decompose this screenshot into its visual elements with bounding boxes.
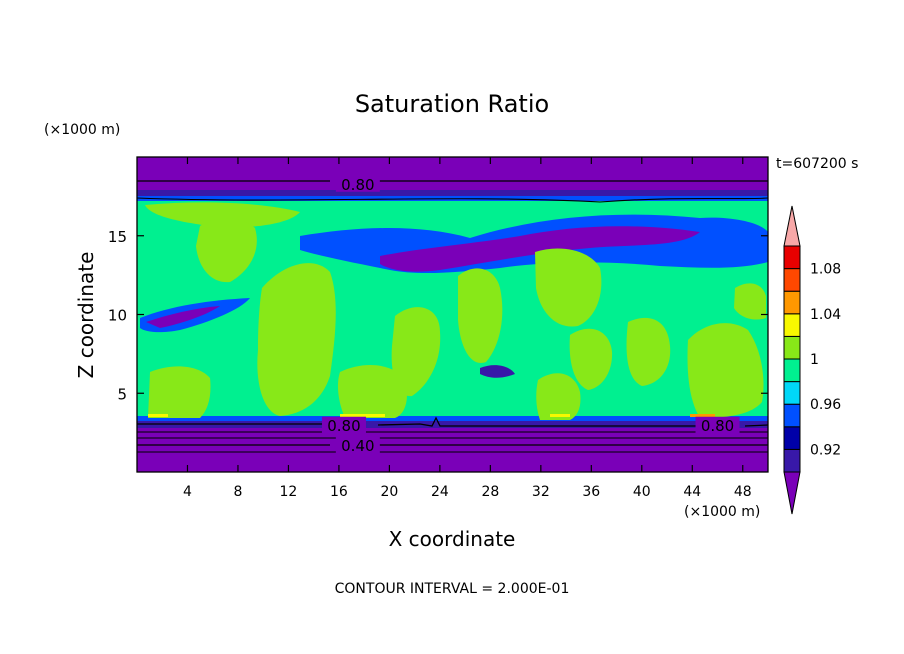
contour-label: 0.80 bbox=[701, 417, 734, 435]
x-tick-label: 16 bbox=[330, 484, 348, 500]
colorbar-label: 1 bbox=[810, 352, 819, 368]
x-tick-label: 36 bbox=[582, 484, 600, 500]
x-tick-label: 4 bbox=[183, 484, 192, 500]
contour-label-bg bbox=[321, 416, 366, 433]
y-tick-label: 5 bbox=[117, 385, 127, 403]
contour-label-bg bbox=[695, 416, 740, 433]
colorbar-labels: 1.08 1.04 1 0.96 0.92 bbox=[810, 262, 841, 459]
x-tick-label: 28 bbox=[481, 484, 499, 500]
colorbar-segment bbox=[783, 290, 801, 315]
x-tick-label: 24 bbox=[431, 484, 449, 500]
moist-cloud-4 bbox=[257, 263, 336, 416]
contour-interval-note: CONTOUR INTERVAL = 2.000E-01 bbox=[335, 581, 570, 597]
supersaturated-strip-2 bbox=[550, 414, 570, 417]
x-tick-label: 44 bbox=[683, 484, 701, 500]
y-axis-label: Z coordinate bbox=[74, 252, 98, 379]
y-tick-label: 10 bbox=[108, 307, 127, 325]
contour-line-upper-2 bbox=[137, 197, 768, 203]
contour-label-bg bbox=[335, 175, 380, 192]
moist-cloud-5 bbox=[337, 365, 407, 418]
supersaturated-strip-4 bbox=[148, 414, 168, 417]
colorbar-max-arrow bbox=[783, 205, 801, 247]
x-tick-label: 32 bbox=[532, 484, 550, 500]
contour-label: 0.40 bbox=[341, 437, 374, 455]
y-axis-ticks: 5 10 15 bbox=[108, 228, 768, 403]
x-tick-label: 20 bbox=[380, 484, 398, 500]
colorbar-segment bbox=[783, 313, 801, 337]
colorbar bbox=[783, 205, 801, 515]
colorbar-label: 0.96 bbox=[810, 397, 841, 413]
colorbar-segment bbox=[783, 448, 801, 473]
colorbar-segment bbox=[783, 358, 801, 383]
moist-cloud-9 bbox=[536, 373, 581, 420]
x-tick-label: 12 bbox=[280, 484, 298, 500]
moist-cloud-11 bbox=[626, 317, 671, 386]
colorbar-segment bbox=[783, 403, 801, 428]
supersaturated-strip-3 bbox=[690, 414, 715, 417]
dry-patch-left-core bbox=[146, 306, 220, 328]
colorbar-label: 1.04 bbox=[810, 307, 841, 323]
colorbar-min-arrow bbox=[783, 471, 801, 515]
colorbar-segment bbox=[783, 335, 801, 360]
contour-labels: 0.80 0.80 0.80 0.40 bbox=[321, 175, 740, 455]
colorbar-segment bbox=[783, 245, 801, 270]
colorbar-label: 1.08 bbox=[810, 262, 841, 278]
supersaturated-strip-1 bbox=[340, 414, 385, 417]
dry-region-core bbox=[380, 226, 700, 272]
moist-cloud-1 bbox=[145, 202, 300, 228]
dry-patch-mid bbox=[480, 365, 515, 378]
time-label: t=607200 s bbox=[776, 156, 858, 172]
x-tick-label: 48 bbox=[734, 484, 752, 500]
colorbar-segment bbox=[783, 381, 801, 405]
lower-blue-edge bbox=[137, 416, 768, 421]
upper-dark-band bbox=[137, 190, 768, 198]
x-tick-label: 40 bbox=[633, 484, 651, 500]
moist-cloud-3 bbox=[148, 366, 211, 418]
y-axis-unit: (×1000 m) bbox=[44, 122, 120, 138]
x-axis-unit: (×1000 m) bbox=[684, 504, 760, 520]
moist-cloud-8 bbox=[535, 248, 602, 327]
colorbar-segment bbox=[783, 268, 801, 292]
x-tick-label: 8 bbox=[233, 484, 242, 500]
contour-label-bg bbox=[335, 437, 380, 454]
moist-cloud-7 bbox=[458, 268, 503, 363]
colorbar-segment bbox=[783, 426, 801, 450]
x-axis-label: X coordinate bbox=[389, 527, 516, 551]
chart-title: Saturation Ratio bbox=[355, 90, 549, 118]
moist-cloud-10 bbox=[569, 328, 613, 390]
colorbar-label: 0.92 bbox=[810, 442, 841, 458]
moist-cloud-6 bbox=[391, 307, 441, 397]
moist-cloud-12 bbox=[687, 323, 764, 418]
contour-label: 0.80 bbox=[341, 176, 374, 194]
contour-label: 0.80 bbox=[327, 417, 360, 435]
x-axis-ticks: 4 8 12 16 20 24 28 32 36 40 44 48 bbox=[183, 157, 752, 500]
moist-cloud-13 bbox=[734, 283, 766, 320]
contour-line-lower-3 bbox=[137, 431, 768, 453]
lower-dark-band bbox=[137, 420, 768, 428]
moist-cloud-2 bbox=[196, 217, 257, 283]
y-tick-label: 15 bbox=[108, 228, 127, 246]
plot-area bbox=[137, 157, 768, 472]
